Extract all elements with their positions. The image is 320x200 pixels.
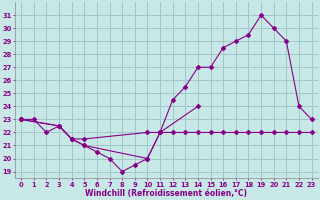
X-axis label: Windchill (Refroidissement éolien,°C): Windchill (Refroidissement éolien,°C) — [85, 189, 247, 198]
